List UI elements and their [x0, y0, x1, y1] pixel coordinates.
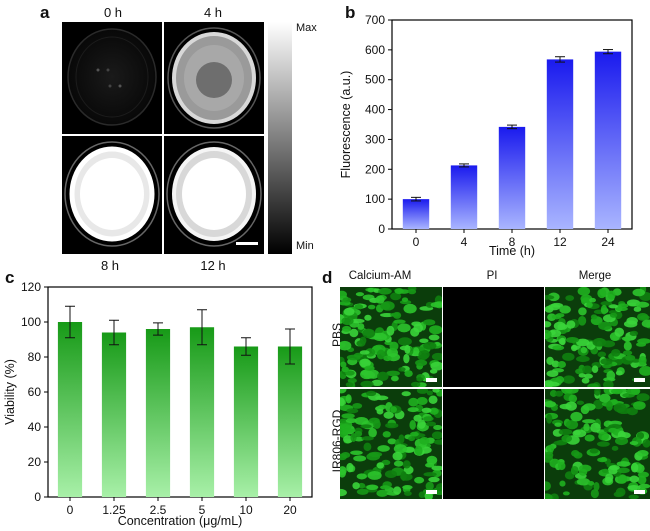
confocal-ir806-merge [545, 389, 650, 499]
mri-image-8h [62, 136, 162, 254]
bar [402, 199, 430, 229]
y-axis-label: Fluorescence (a.u.) [339, 71, 353, 179]
fluorescence-chart: 0 100 200 300 400 500 600 700 0 4 8 12 24 Time (h) Flu… [339, 13, 633, 258]
bar [233, 346, 259, 497]
x-tick-label: 4 [461, 235, 468, 249]
time-label-4h: 4 h [203, 5, 223, 20]
colorbar-min-label: Min [296, 240, 314, 252]
bar [498, 126, 526, 229]
x-tick-label: 1.25 [102, 503, 126, 517]
y-tick-label: 40 [28, 420, 42, 434]
time-label-12h: 12 h [200, 258, 226, 273]
mri-image-0h [62, 22, 162, 134]
column-label-merge: Merge [578, 270, 612, 282]
y-tick-label: 20 [28, 455, 42, 469]
y-axis-label: Viability (%) [3, 359, 17, 425]
y-tick-label: 200 [365, 162, 385, 176]
plot-frame [47, 286, 313, 498]
x-tick-label: 10 [239, 503, 253, 517]
panel-d-letter: d [322, 268, 333, 287]
y-tick-label: 120 [21, 280, 41, 294]
x-axis-label: Time (h) [489, 244, 535, 258]
x-tick-label: 24 [601, 235, 615, 249]
scale-bar [236, 242, 258, 245]
x-tick-label: 20 [283, 503, 297, 517]
confocal-pbs-calcium-am [340, 287, 442, 387]
time-label-8h: 8 h [100, 258, 120, 273]
y-tick-label: 100 [365, 192, 385, 206]
bar [546, 59, 574, 229]
x-tick-label: 8 [509, 235, 516, 249]
y-tick-label: 60 [28, 385, 42, 399]
x-tick-label: 0 [67, 503, 74, 517]
mri-image-4h [164, 22, 264, 134]
time-label-0h: 0 h [103, 5, 123, 20]
bar [450, 165, 478, 229]
y-tick-label: 100 [21, 315, 41, 329]
x-tick-label: 12 [553, 235, 567, 249]
bar [594, 51, 622, 229]
panel-b-letter: b [345, 3, 356, 22]
column-label-calcium-am: Calcium-AM [348, 270, 412, 282]
bar [277, 346, 303, 497]
y-tick-label: 700 [365, 13, 385, 27]
bar [57, 322, 83, 497]
y-tick-label: 400 [365, 103, 385, 117]
confocal-ir806-pi [443, 389, 544, 499]
panel-a-letter: a [40, 3, 50, 22]
y-tick-label: 80 [28, 350, 42, 364]
x-tick-label: 2.5 [150, 503, 167, 517]
panel-c-letter: c [5, 268, 15, 287]
x-axis-label: Concentration (μg/mL) [118, 514, 243, 528]
x-tick-label: 0 [413, 235, 420, 249]
confocal-ir806-calcium-am [340, 389, 442, 499]
x-tick-label: 5 [199, 503, 206, 517]
colorbar [268, 22, 292, 254]
bar [189, 327, 215, 497]
y-tick-label: 0 [34, 490, 41, 504]
viability-chart: 0 20 40 60 80 100 120 0 1.25 2.5 5 10 20 Concentratio… [3, 280, 313, 528]
bar [145, 329, 171, 497]
y-tick-label: 600 [365, 43, 385, 57]
y-tick-label: 300 [365, 132, 385, 146]
mri-image-12h [164, 136, 264, 254]
colorbar-max-label: Max [296, 22, 317, 34]
y-tick-label: 0 [378, 222, 385, 236]
bar [101, 332, 127, 497]
column-label-pi: PI [486, 270, 498, 282]
confocal-pbs-merge [545, 287, 650, 387]
y-tick-label: 500 [365, 73, 385, 87]
confocal-pbs-pi [443, 287, 544, 387]
